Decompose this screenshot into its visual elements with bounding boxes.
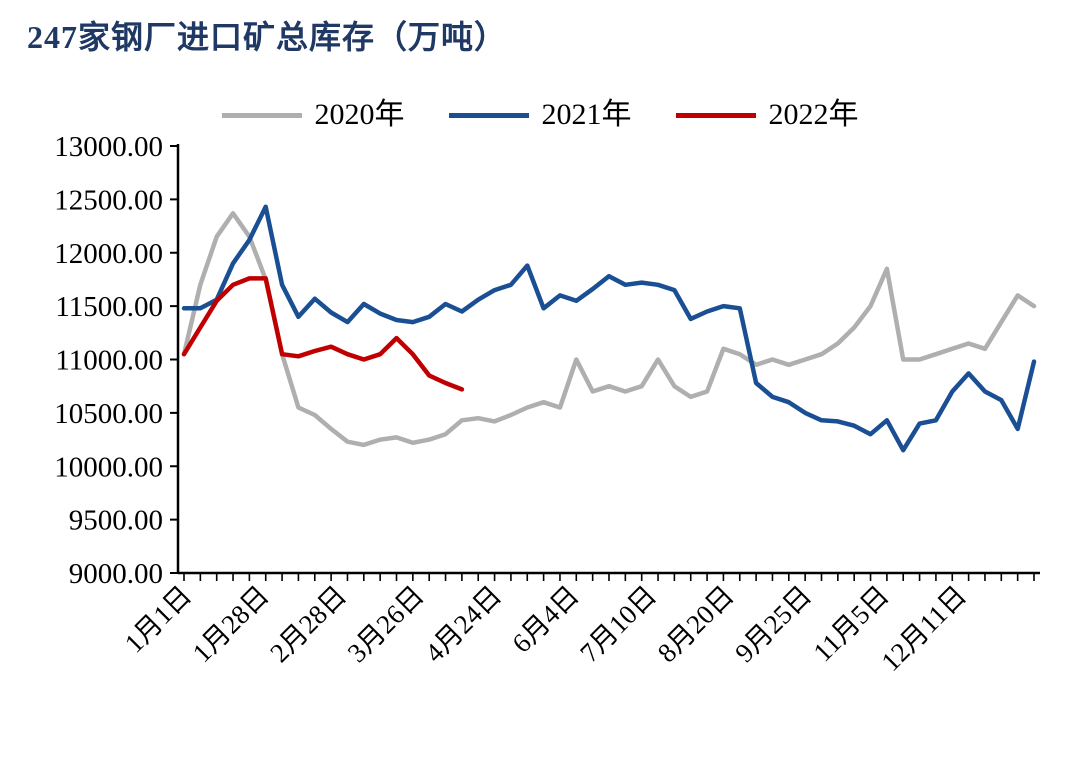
legend-item-2022年: 2022年	[675, 98, 859, 131]
x-axis-label: 4月24日	[419, 580, 507, 668]
x-axis-label: 2月28日	[264, 580, 352, 668]
series-line-2020年	[181, 211, 1037, 448]
y-axis-label: 11500.00	[55, 291, 163, 323]
legend-item-2020年: 2020年	[221, 98, 405, 131]
series-line-2022年	[181, 276, 465, 392]
y-axis-label: 9000.00	[69, 558, 163, 590]
x-axis-label: 3月26日	[342, 580, 430, 668]
y-axis-label: 10500.00	[54, 398, 163, 430]
legend-item-2021年: 2021年	[448, 98, 632, 131]
legend-label: 2021年	[541, 98, 632, 131]
y-axis-label: 13000.00	[54, 131, 163, 163]
y-axis-label: 12500.00	[54, 184, 163, 216]
y-axis-label: 9500.00	[69, 505, 163, 537]
legend-swatch	[448, 112, 529, 118]
series-line-2021年	[181, 204, 1037, 453]
x-axis-label: 1月28日	[187, 580, 275, 668]
y-axis-label: 11000.00	[55, 345, 163, 377]
legend-swatch	[675, 112, 756, 118]
y-axis-label: 12000.00	[54, 238, 163, 270]
x-axis-label: 9月25日	[729, 580, 817, 668]
y-axis-label: 10000.00	[54, 451, 163, 483]
x-axis-label: 12月11日	[875, 580, 972, 677]
legend-swatch	[221, 112, 302, 118]
legend-label: 2022年	[768, 98, 859, 131]
x-axis-label: 7月10日	[574, 580, 662, 668]
legend-label: 2020年	[314, 98, 405, 131]
legend: 2020年 2021年 2022年	[0, 100, 1080, 130]
chart-title: 247家钢厂进口矿总库存（万吨）	[27, 19, 508, 55]
x-axis-label: 8月20日	[652, 580, 740, 668]
